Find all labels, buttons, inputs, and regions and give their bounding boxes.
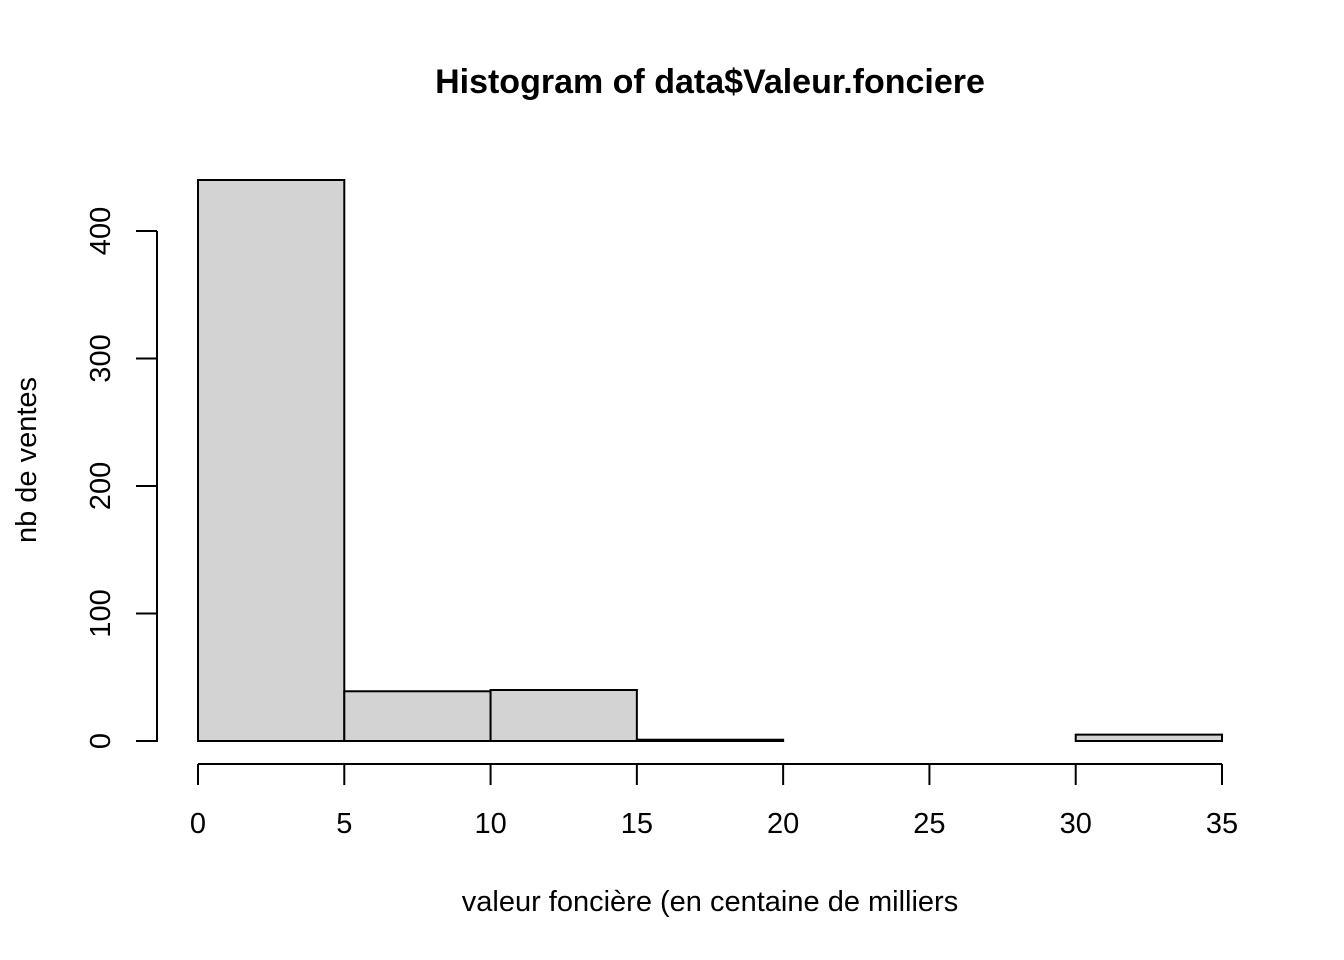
histogram-bar-10-15: [489, 689, 638, 742]
x-tick-label: 10: [474, 808, 506, 840]
x-tick-label: 0: [190, 808, 206, 840]
histogram-bar-0-5: [197, 179, 346, 742]
x-tick-label: 35: [1206, 808, 1238, 840]
histogram-bar-5-10: [343, 690, 492, 743]
x-tick-label: 5: [336, 808, 352, 840]
bars-layer: [197, 179, 1223, 743]
x-tick-label: 20: [767, 808, 799, 840]
histogram-bar-30-35: [1074, 733, 1223, 742]
y-axis-ticks: 0 100 200 300 400: [85, 207, 157, 749]
histogram-bar-15-20: [635, 738, 785, 742]
chart-title: Histogram of data$Valeur.fonciere: [435, 63, 985, 101]
y-tick-label: 300: [85, 334, 117, 382]
y-tick-label: 100: [85, 589, 117, 637]
y-tick-label: 400: [85, 207, 117, 255]
x-tick-label: 15: [621, 808, 653, 840]
y-tick-label: 0: [85, 733, 117, 749]
x-axis-ticks: 0 5 10 15 20 25 30 35: [190, 764, 1238, 840]
x-tick-label: 30: [1060, 808, 1092, 840]
x-axis-label: valeur foncière (en centaine de milliers: [462, 886, 958, 918]
y-axis-label: nb de ventes: [11, 377, 43, 543]
y-tick-label: 200: [85, 462, 117, 510]
x-tick-label: 25: [913, 808, 945, 840]
